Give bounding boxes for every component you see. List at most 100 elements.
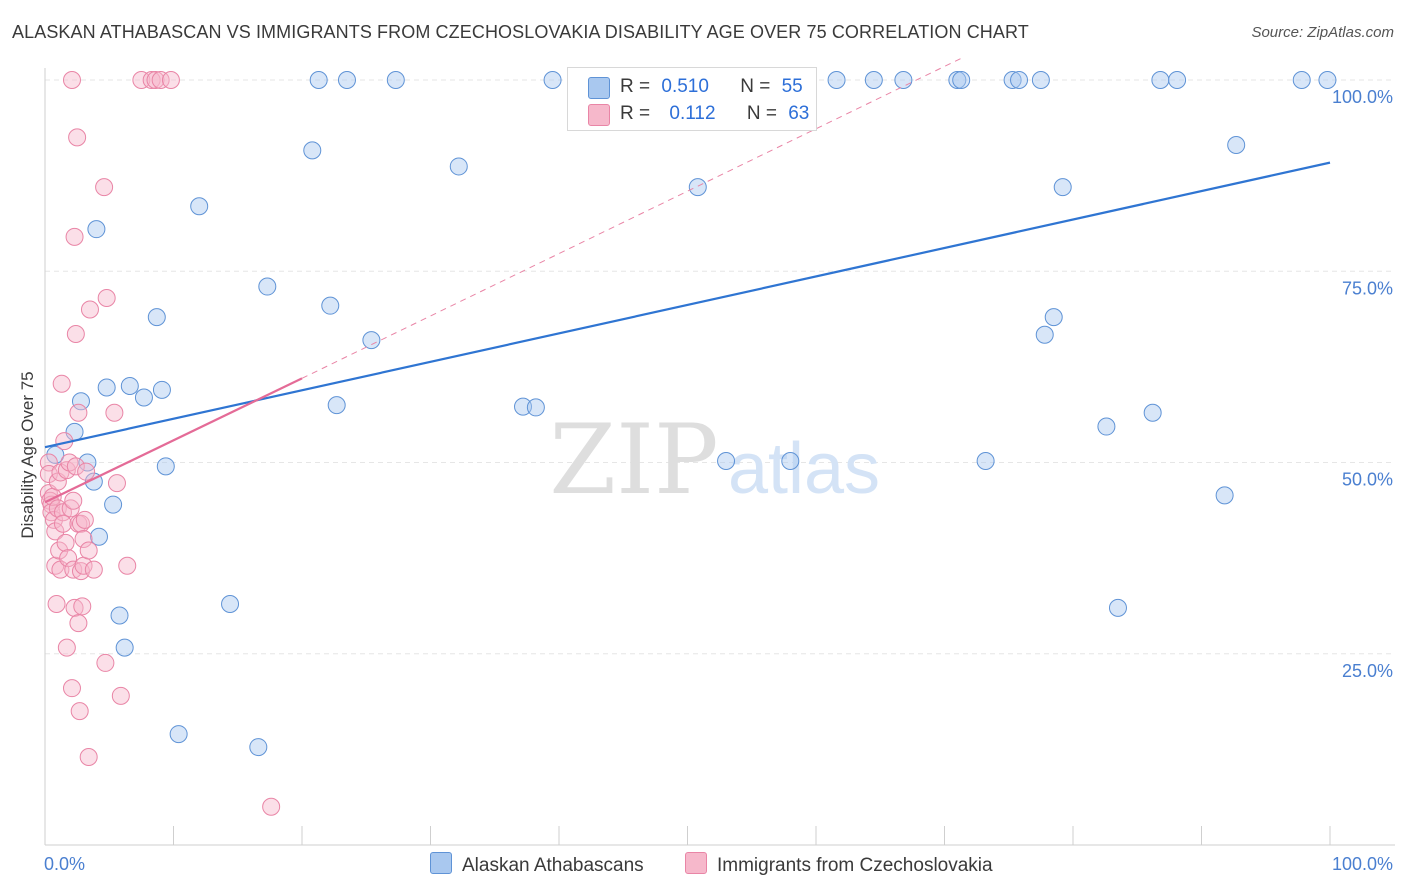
data-point bbox=[976, 451, 995, 470]
data-point bbox=[65, 598, 84, 617]
data-point bbox=[327, 396, 346, 415]
data-point bbox=[39, 464, 58, 483]
data-point bbox=[152, 380, 171, 399]
data-point bbox=[1215, 486, 1234, 505]
data-point bbox=[262, 797, 281, 816]
trend-lines bbox=[44, 56, 1331, 504]
data-point bbox=[449, 157, 468, 176]
data-point bbox=[59, 549, 78, 568]
data-point bbox=[64, 560, 83, 579]
data-point bbox=[87, 220, 106, 239]
data-point bbox=[75, 510, 94, 529]
data-point bbox=[1003, 71, 1022, 89]
y-tick-label: 100.0% bbox=[1332, 87, 1393, 107]
data-point bbox=[80, 300, 99, 319]
data-point bbox=[97, 378, 116, 397]
data-point bbox=[321, 296, 340, 315]
bottom-legend-label-pink: Immigrants from Czechoslovakia bbox=[717, 855, 993, 876]
data-point bbox=[362, 331, 381, 350]
data-point bbox=[69, 614, 88, 633]
grid bbox=[45, 79, 1395, 655]
data-point bbox=[77, 462, 96, 481]
data-point bbox=[89, 527, 108, 546]
y-axis-label: Disability Age Over 75 bbox=[18, 371, 37, 538]
y-tick-label: 75.0% bbox=[1342, 278, 1393, 298]
chart-title: ALASKAN ATHABASCAN VS IMMIGRANTS FROM CZ… bbox=[12, 22, 1029, 42]
data-point bbox=[309, 71, 328, 89]
bottom-legend-swatch-pink bbox=[685, 852, 707, 874]
legend-r-label: R = bbox=[620, 76, 651, 97]
data-point bbox=[543, 71, 562, 89]
stats-legend: R = 0.510 N = 55 R = 0.112 N = 63 bbox=[567, 67, 817, 131]
data-point bbox=[303, 141, 322, 160]
bottom-legend-pink: Immigrants from Czechoslovakia bbox=[685, 852, 993, 877]
data-point bbox=[110, 606, 129, 625]
legend-n-value-pink: 63 bbox=[788, 103, 810, 124]
data-point bbox=[84, 560, 103, 579]
x-tick-label: 0.0% bbox=[44, 854, 85, 874]
legend-swatch-pink bbox=[588, 104, 610, 126]
data-point bbox=[69, 403, 88, 422]
data-point bbox=[118, 556, 137, 575]
data-point bbox=[105, 403, 124, 422]
legend-n-label: N = bbox=[740, 76, 771, 97]
legend-r-label: R = bbox=[620, 103, 651, 124]
data-point bbox=[56, 533, 75, 552]
data-point bbox=[66, 324, 85, 343]
axes bbox=[44, 68, 1395, 846]
data-point bbox=[111, 686, 130, 705]
data-point bbox=[53, 514, 72, 533]
watermark-atlas: atlas bbox=[728, 429, 880, 509]
data-point bbox=[1292, 71, 1311, 89]
data-point bbox=[71, 392, 90, 411]
data-point bbox=[79, 541, 98, 560]
data-point bbox=[107, 474, 126, 493]
data-point bbox=[1044, 308, 1063, 327]
data-point bbox=[526, 398, 545, 417]
data-point bbox=[190, 197, 209, 216]
data-point bbox=[44, 510, 63, 529]
data-point bbox=[96, 653, 115, 672]
data-point bbox=[948, 71, 967, 89]
data-point bbox=[147, 308, 166, 327]
data-point bbox=[52, 374, 71, 393]
data-point bbox=[50, 541, 69, 560]
data-point bbox=[68, 128, 87, 147]
data-point bbox=[1010, 71, 1029, 89]
data-point bbox=[132, 71, 151, 89]
source-credit: Source: ZipAtlas.com bbox=[1251, 24, 1394, 41]
legend-r-value-blue: 0.510 bbox=[661, 76, 709, 97]
data-point bbox=[1151, 71, 1170, 89]
bottom-legend-swatch-blue bbox=[430, 852, 452, 874]
data-point bbox=[73, 597, 92, 616]
legend-swatch-blue bbox=[588, 77, 610, 99]
legend-n-value-blue: 55 bbox=[781, 76, 803, 97]
watermark-zip: ZIP bbox=[549, 404, 718, 516]
data-point bbox=[827, 71, 846, 89]
data-point bbox=[120, 377, 139, 395]
data-point bbox=[95, 178, 114, 197]
data-point bbox=[1031, 71, 1050, 89]
data-point bbox=[169, 725, 188, 744]
data-point bbox=[337, 71, 356, 89]
data-point bbox=[717, 451, 736, 470]
data-point bbox=[952, 71, 971, 89]
trend-line-pink-dashed bbox=[301, 56, 964, 379]
data-point bbox=[1097, 417, 1116, 436]
data-point bbox=[514, 397, 533, 416]
data-point bbox=[46, 445, 65, 464]
data-point bbox=[894, 71, 913, 89]
data-point bbox=[221, 595, 240, 614]
data-point bbox=[78, 453, 97, 472]
data-point bbox=[1143, 403, 1162, 422]
data-point bbox=[71, 562, 90, 581]
legend-r-value-pink: 0.112 bbox=[669, 103, 716, 124]
data-point bbox=[386, 71, 405, 89]
data-point bbox=[1168, 71, 1187, 89]
data-point bbox=[97, 289, 116, 308]
data-point bbox=[134, 388, 153, 407]
data-point bbox=[1227, 136, 1246, 155]
watermark: ZIP atlas bbox=[549, 404, 880, 516]
series-immigrants-czechoslovakia bbox=[39, 71, 281, 816]
